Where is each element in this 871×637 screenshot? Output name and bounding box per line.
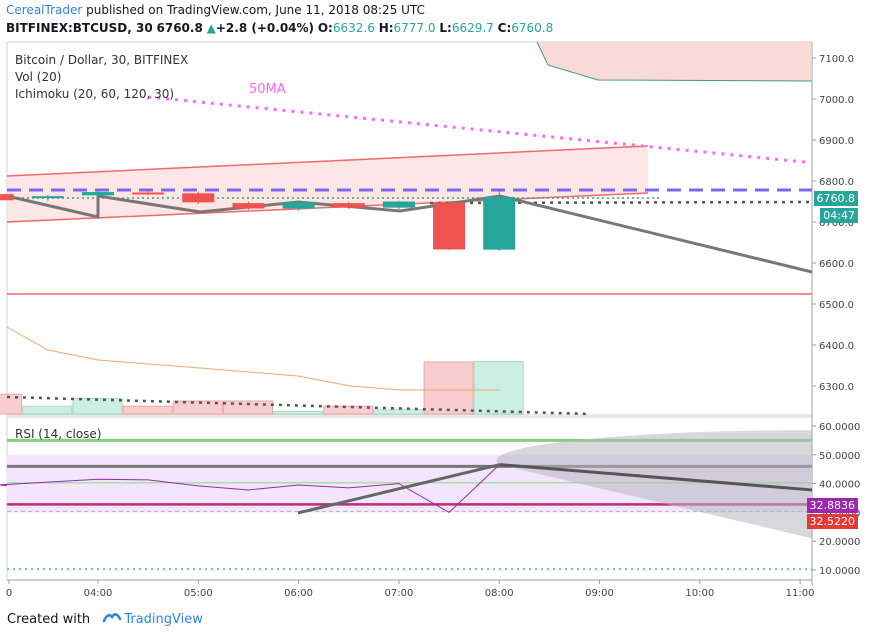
last-price: 6760.8 <box>156 21 203 35</box>
volume-ma-line <box>6 326 500 391</box>
low-value: 6629.7 <box>451 21 494 35</box>
time-tick-label: 0 <box>6 588 12 599</box>
legend-ichimoku: Ichimoku (20, 60, 120, 30) <box>15 87 175 101</box>
time-tick-label: 10:00 <box>685 588 714 599</box>
close-label: C: <box>497 21 512 35</box>
volume-bar <box>423 361 474 415</box>
rsi-line <box>0 464 500 514</box>
last-price-badge: 6760.8 <box>813 191 858 206</box>
time-tick-label: 05:00 <box>184 588 213 599</box>
price-tick-label: 6300.0 <box>819 382 854 393</box>
author-link[interactable]: CerealTrader <box>6 3 83 17</box>
volume-bar <box>122 405 173 415</box>
legend-title: Bitcoin / Dollar, 30, BITFINEX <box>15 53 189 67</box>
rsi-level-badge: 32.5220 <box>806 514 858 529</box>
volume-bar <box>323 405 374 415</box>
time-tick-label: 04:00 <box>84 588 113 599</box>
symbol-line: BITFINEX:BTCUSD, 30 6760.8 ▲+2.8 (+0.04%… <box>6 21 553 35</box>
channel-lower <box>6 192 649 223</box>
price-tick-label: 6700.0 <box>819 218 854 229</box>
price-tick-label: 6500.0 <box>819 300 854 311</box>
time-tick-label: 06:00 <box>284 588 313 599</box>
candle-body <box>31 196 64 199</box>
time-tick-label: 09:00 <box>585 588 614 599</box>
rsi-tick-label: 50.0000 <box>819 451 860 462</box>
volume-bar <box>273 410 324 415</box>
time-tick-label: 07:00 <box>384 588 413 599</box>
candle-body <box>433 202 466 250</box>
candle-body <box>282 202 315 209</box>
countdown-badge: 04:47 <box>820 208 858 223</box>
channel-upper <box>6 145 649 177</box>
up-arrow-icon: ▲ <box>206 21 216 35</box>
candle-body <box>232 203 265 209</box>
high-label: H: <box>378 21 394 35</box>
rsi-tick-label: 60.0000 <box>819 422 860 433</box>
volume-bar <box>172 400 223 415</box>
tradingview-logo-icon <box>102 611 122 623</box>
ma-label: 50MA <box>249 82 286 97</box>
main-pane <box>6 41 813 416</box>
volume-bar <box>373 409 424 415</box>
price-change: +2.8 (+0.04%) <box>215 21 315 35</box>
high-value: 6777.0 <box>393 21 436 35</box>
price-tick-label: 6900.0 <box>819 136 854 147</box>
rsi-projection-cone <box>496 430 812 539</box>
candle-body <box>332 203 365 208</box>
close-value: 6760.8 <box>511 21 554 35</box>
price-tick-label: 6800.0 <box>819 177 854 188</box>
volume-bar <box>473 360 524 415</box>
rsi-trend-up <box>297 463 501 515</box>
legend-vol: Vol (20) <box>15 70 62 84</box>
ichimoku-span-b <box>536 41 813 82</box>
time-tick-label: 08:00 <box>485 588 514 599</box>
open-value: 6632.6 <box>332 21 375 35</box>
price-tick-label: 7100.0 <box>819 54 854 65</box>
ichimoku-cloud-upper <box>537 42 812 81</box>
rsi-value-badge: 32.8836 <box>806 498 858 513</box>
price-tick-label: 6600.0 <box>819 259 854 270</box>
rsi-tick-label: 10.0000 <box>819 566 860 577</box>
price-tick-label: 6400.0 <box>819 341 854 352</box>
tradingview-link[interactable]: TradingView <box>124 612 203 627</box>
price-tick-label: 7000.0 <box>819 95 854 106</box>
volume-bar <box>0 393 23 415</box>
rsi-trend-down <box>499 463 813 492</box>
candle-body <box>0 194 14 201</box>
time-tick-label: 11:00 <box>786 588 815 599</box>
volume-bar <box>22 405 73 415</box>
ma50-line <box>148 95 811 165</box>
candle-body <box>132 192 165 195</box>
footer: Created with TradingView <box>7 611 203 627</box>
candle-body <box>82 192 114 196</box>
candle-body <box>382 201 415 208</box>
publish-text: published on TradingView.com, June 11, 2… <box>86 3 425 17</box>
created-with: Created with <box>7 612 91 627</box>
low-label: L: <box>439 21 452 35</box>
rsi-tick-label: 20.0000 <box>819 537 860 548</box>
symbol-name: BITFINEX:BTCUSD, 30 <box>6 21 153 35</box>
legend-rsi: RSI (14, close) <box>15 427 102 441</box>
channel-fill <box>7 146 648 222</box>
rsi-tick-label: 40.0000 <box>819 480 860 491</box>
volume-bar <box>222 400 273 415</box>
candle-body <box>182 193 215 203</box>
open-label: O: <box>317 21 333 35</box>
publish-line: CerealTrader published on TradingView.co… <box>6 3 425 17</box>
rsi-tick-label: 30.0000 <box>819 508 860 519</box>
candle-body <box>483 197 516 250</box>
volume-dotted-line <box>6 395 591 416</box>
